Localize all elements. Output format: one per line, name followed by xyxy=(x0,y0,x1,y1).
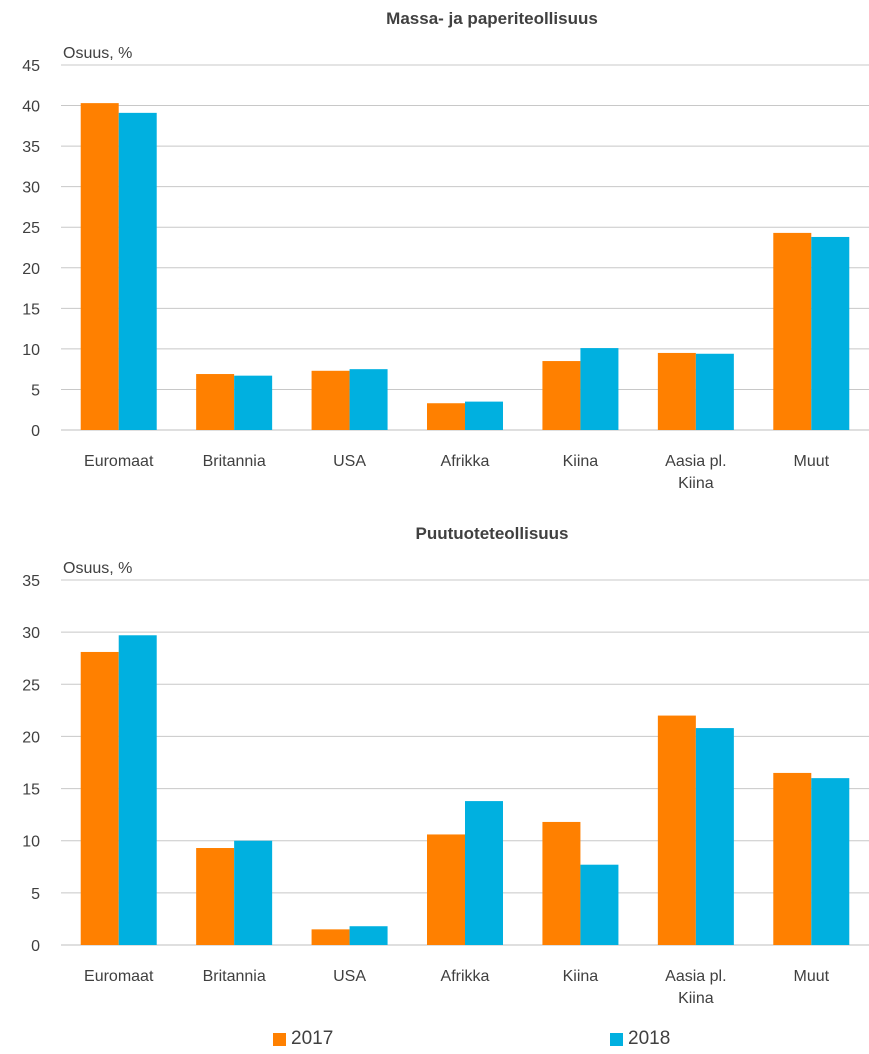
bar-2017-4 xyxy=(542,821,581,945)
y-tick-label: 10 xyxy=(22,342,40,359)
bar-2018-1 xyxy=(234,375,273,430)
x-tick-label: Kiina xyxy=(563,968,599,985)
legend-label-2017: 2017 xyxy=(291,1028,334,1049)
bar-2017-4 xyxy=(542,361,581,430)
pulp-paper-chart: Massa- ja paperiteollisuus Osuus, % 0 5 10 15… xyxy=(22,9,869,492)
bar-2017-2 xyxy=(311,929,350,945)
y-tick-label: 15 xyxy=(22,301,40,318)
legend-label-2018: 2018 xyxy=(628,1028,671,1049)
bar-2017-6 xyxy=(773,772,812,945)
y-axis-label-0: Osuus, % xyxy=(63,45,132,62)
y-tick-label: 0 xyxy=(31,938,40,955)
bar-2017-2 xyxy=(311,370,350,430)
x-tick-label: Britannia xyxy=(203,968,266,985)
bar-2017-5 xyxy=(657,352,696,430)
bar-2017-1 xyxy=(196,374,235,430)
bar-2018-2 xyxy=(349,369,388,430)
x-tick-label: USA xyxy=(333,968,366,985)
bar-2018-5 xyxy=(695,728,734,945)
x-tick-label: Aasia pl. Kiina xyxy=(665,453,726,492)
bar-2017-6 xyxy=(773,232,812,430)
bar-2017-3 xyxy=(427,834,465,945)
x-tick-label: Aasia pl. Kiina xyxy=(665,968,726,1007)
legend-item-2018: 2018 xyxy=(610,1028,670,1050)
y-tick-label: 25 xyxy=(22,677,40,694)
y-tick-label: 30 xyxy=(22,625,40,642)
x-tick-label: USA xyxy=(333,453,366,470)
y-tick-label: 10 xyxy=(22,834,40,851)
bar-2018-4 xyxy=(580,348,619,430)
x-tick-label: Kiina xyxy=(563,453,599,470)
bar-2018-0 xyxy=(118,635,157,945)
bar-2017-1 xyxy=(196,848,235,945)
legend-swatch-2017 xyxy=(273,1032,286,1046)
y-tick-label: 35 xyxy=(22,139,40,156)
bar-2018-2 xyxy=(349,926,388,945)
bar-2018-1 xyxy=(234,840,273,945)
y-tick-label: 5 xyxy=(31,382,40,399)
bar-2017-0 xyxy=(80,103,119,430)
y-tick-label: 30 xyxy=(22,180,40,197)
bar-2018-3 xyxy=(465,401,503,430)
y-tick-label: 15 xyxy=(22,782,40,799)
x-tick-label: Muut xyxy=(793,968,829,985)
legend-item-2017: 2017 xyxy=(273,1028,333,1050)
y-tick-label: 40 xyxy=(22,99,40,116)
y-tick-label: 25 xyxy=(22,220,40,237)
x-tick-label: Afrikka xyxy=(441,968,490,985)
legend-swatch-2018 xyxy=(610,1032,623,1046)
x-tick-label: Britannia xyxy=(203,453,266,470)
bar-2018-4 xyxy=(580,864,619,945)
y-tick-label: 5 xyxy=(31,886,40,903)
y-tick-label: 20 xyxy=(22,729,40,746)
bar-2018-6 xyxy=(811,778,850,945)
bar-2018-6 xyxy=(811,236,850,430)
y-tick-label: 45 xyxy=(22,58,40,75)
y-tick-label: 35 xyxy=(22,573,40,590)
bar-2018-5 xyxy=(695,353,734,430)
bar-2018-0 xyxy=(118,112,157,430)
bar-2018-3 xyxy=(465,801,503,945)
chart-title-0: Massa- ja paperiteollisuus xyxy=(386,9,598,28)
y-tick-label: 0 xyxy=(31,423,40,440)
x-tick-label: Euromaat xyxy=(84,453,154,470)
y-tick-label: 20 xyxy=(22,261,40,278)
x-tick-label: Muut xyxy=(793,453,829,470)
chart-legend: 2017 2018 xyxy=(0,1028,869,1052)
x-tick-label: Afrikka xyxy=(441,453,490,470)
bar-2017-5 xyxy=(657,715,696,945)
wood-products-chart: Puutuoteteollisuus Osuus, % 0 5 10 15 20 25 30 35… xyxy=(22,524,869,1007)
y-axis-label-1: Osuus, % xyxy=(63,560,132,577)
bar-2017-0 xyxy=(80,651,119,945)
chart-title-1: Puutuoteteollisuus xyxy=(416,524,569,543)
x-tick-label: Euromaat xyxy=(84,968,154,985)
bar-2017-3 xyxy=(427,403,465,430)
